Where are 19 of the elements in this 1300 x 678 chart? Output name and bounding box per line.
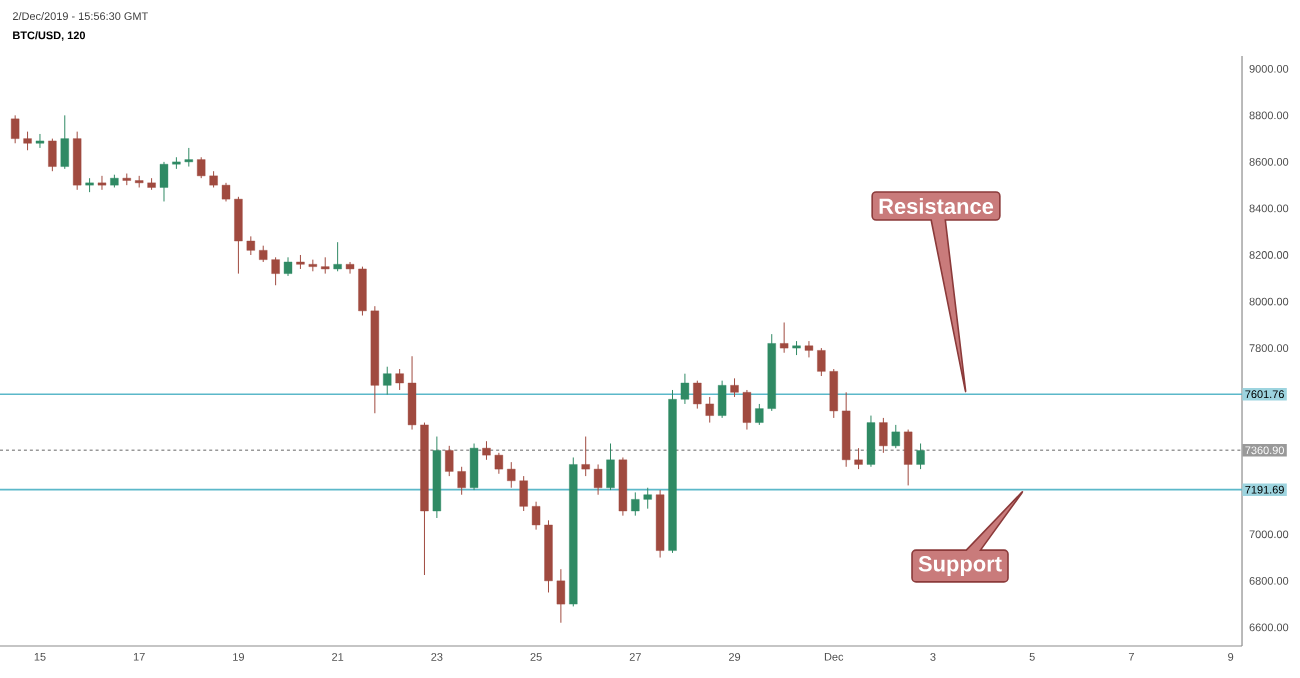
- candlestick: [879, 417, 888, 454]
- candlestick: [891, 424, 900, 449]
- candlestick: [383, 366, 392, 396]
- candlestick: [73, 131, 82, 191]
- annotation: Support: [918, 556, 1002, 576]
- candlestick: [866, 415, 876, 468]
- candlestick: [48, 138, 57, 172]
- candlestick: [779, 321, 789, 354]
- candlestick: [60, 114, 69, 170]
- candlestick: [333, 241, 342, 272]
- candlestick: [283, 256, 293, 277]
- candlestick: [97, 175, 107, 191]
- candlestick: [35, 133, 45, 149]
- candlestick: [916, 443, 925, 470]
- candlestick: [469, 443, 479, 491]
- candlestick: [904, 429, 913, 486]
- candlestick: [717, 380, 727, 419]
- annotation: Resistance: [879, 197, 994, 215]
- candlestick: [606, 443, 615, 491]
